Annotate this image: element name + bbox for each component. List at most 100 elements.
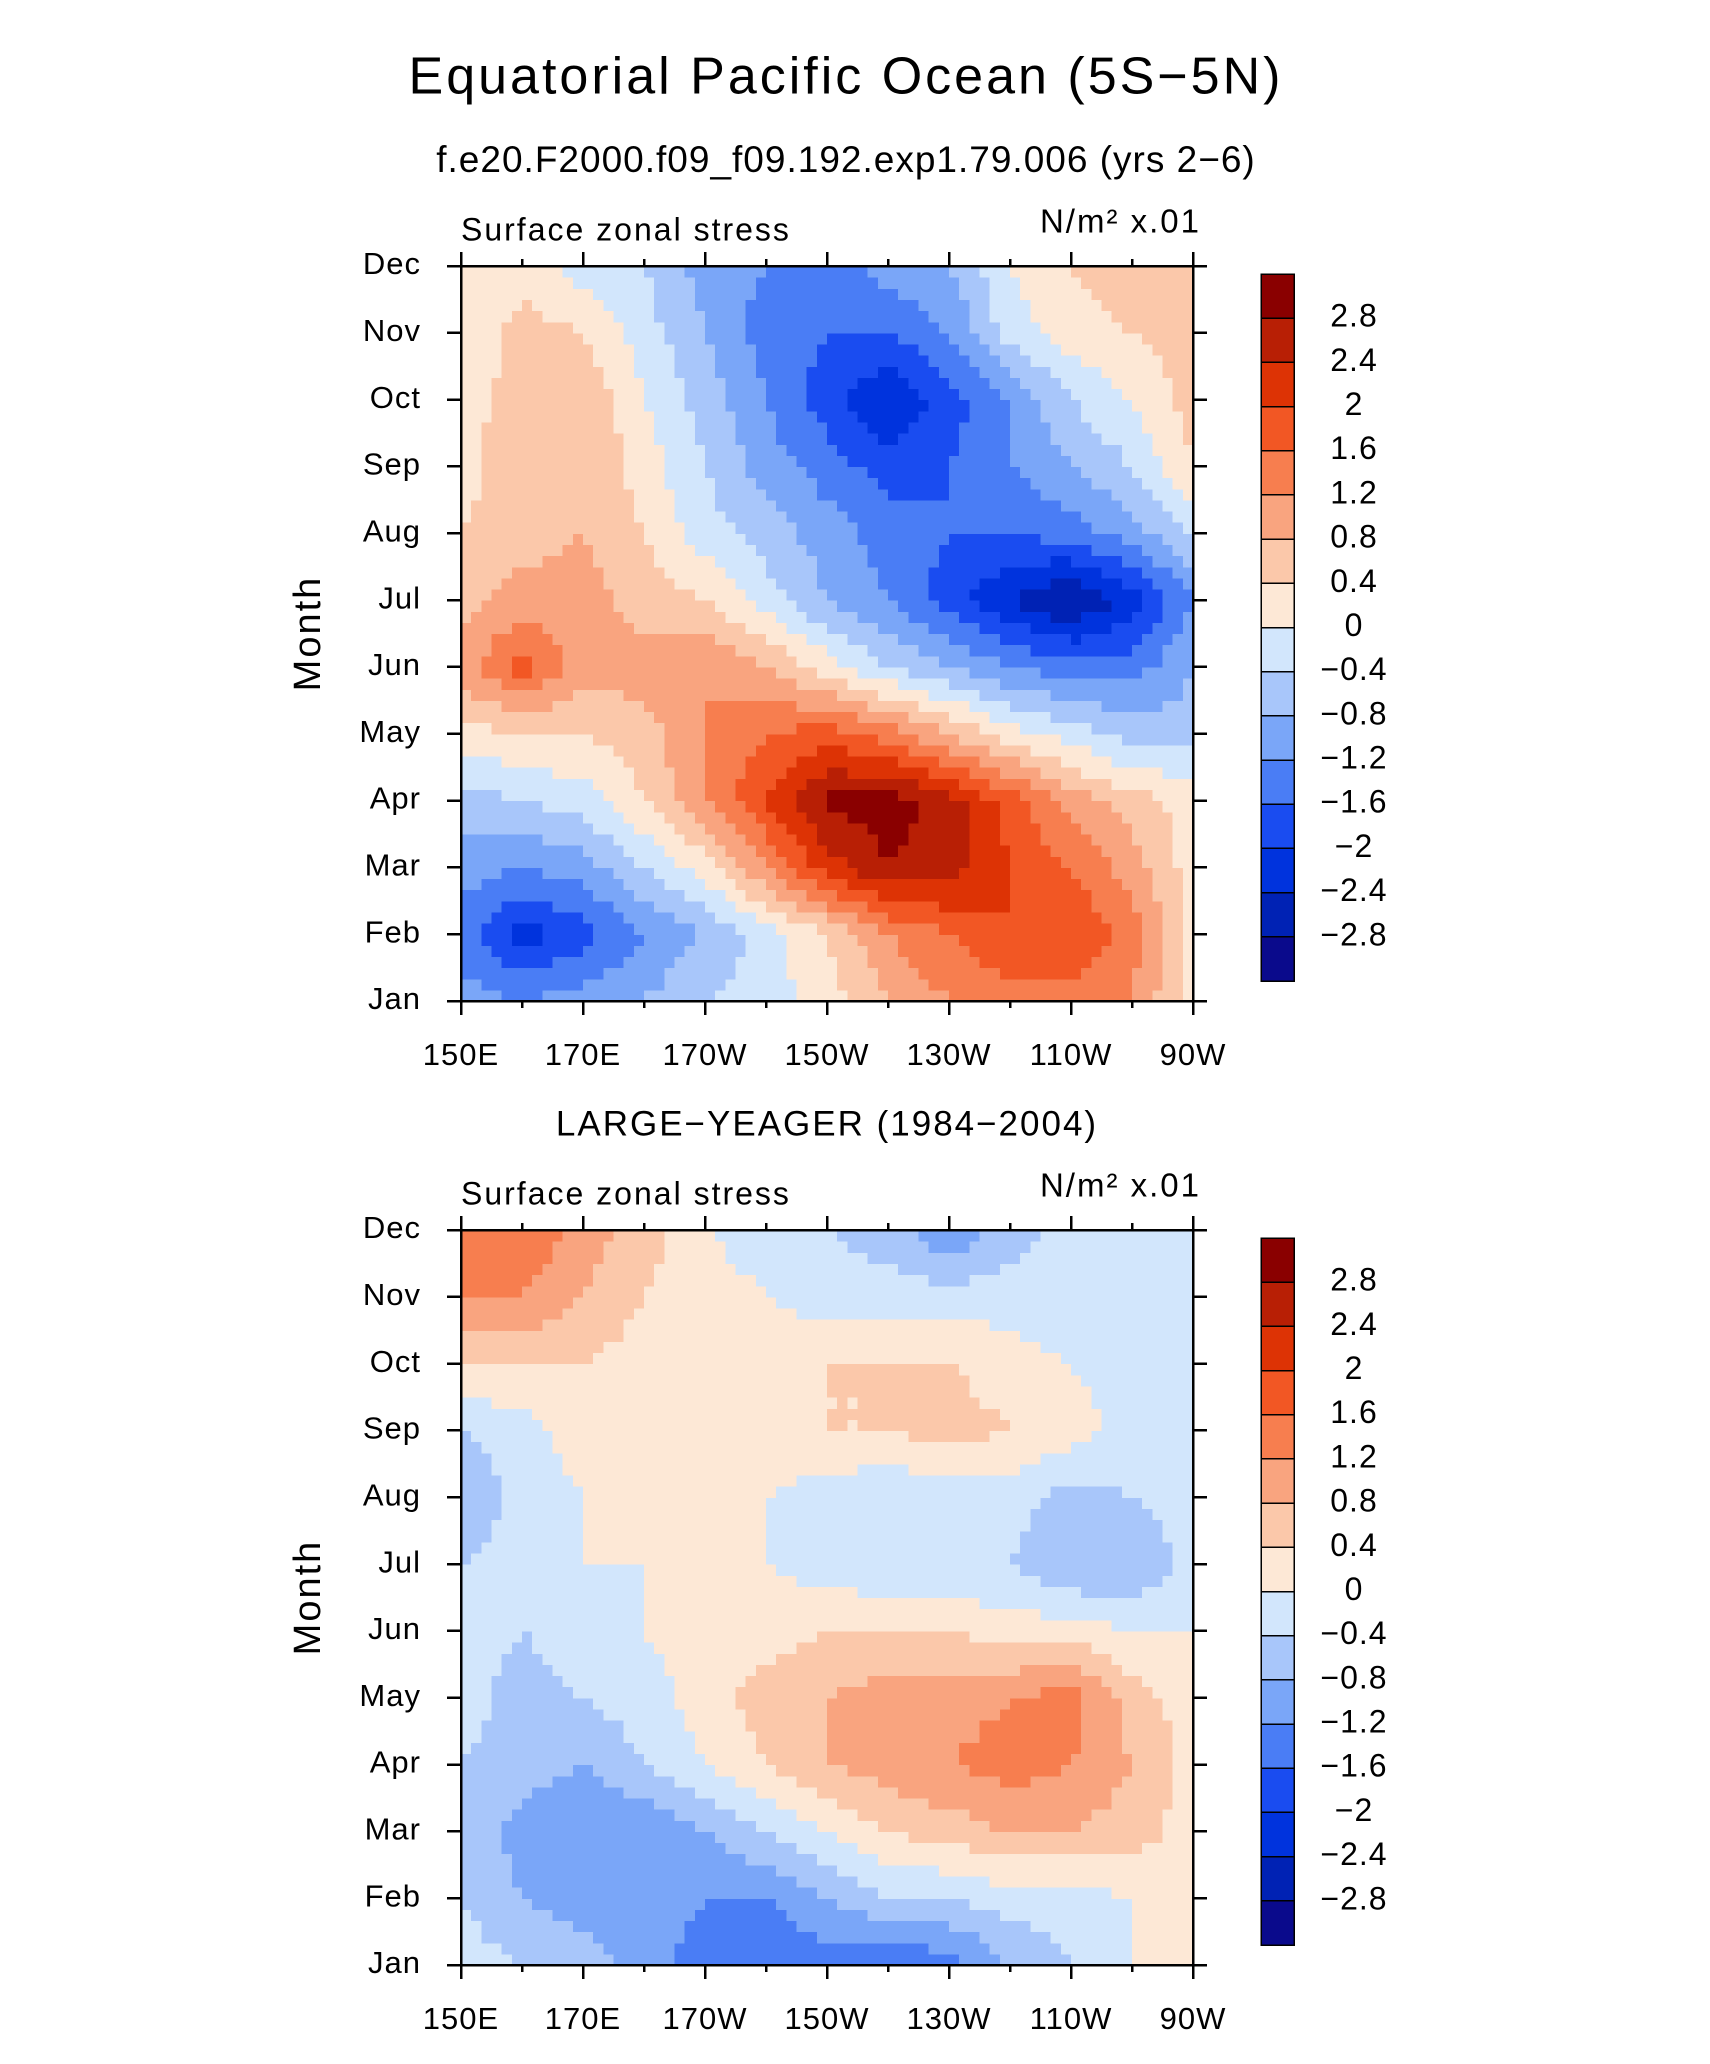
contour-cell <box>898 700 909 712</box>
contour-cell <box>583 689 594 701</box>
contour-cell <box>1041 344 1052 356</box>
contour-cell <box>695 389 706 401</box>
contour-cell <box>878 589 889 601</box>
contour-cell <box>837 801 848 813</box>
contour-cell <box>1132 322 1143 334</box>
contour-cell <box>878 533 889 545</box>
contour-cell <box>1122 355 1133 367</box>
contour-cell <box>1122 979 1133 991</box>
contour-cell <box>1142 801 1153 813</box>
contour-cell <box>614 778 625 790</box>
contour-cell <box>766 622 777 634</box>
contour-cell <box>1010 277 1021 289</box>
contour-cell <box>583 266 594 278</box>
contour-cell <box>898 489 909 501</box>
contour-cell <box>878 700 889 712</box>
contour-cell <box>1030 678 1041 690</box>
contour-cell <box>797 366 808 378</box>
contour-cell <box>624 834 635 846</box>
contour-cell <box>786 723 797 735</box>
contour-cell <box>675 945 686 957</box>
contour-cell <box>888 667 899 679</box>
contour-cell <box>888 556 899 568</box>
contour-cell <box>1051 968 1062 980</box>
contour-cell <box>492 366 503 378</box>
contour-cell <box>1142 956 1153 968</box>
contour-cell <box>532 400 543 412</box>
contour-cell <box>634 444 645 456</box>
contour-cell <box>1041 589 1052 601</box>
contour-cell <box>980 333 991 345</box>
contour-cell <box>573 901 584 913</box>
contour-cell <box>736 901 747 913</box>
contour-cell <box>969 355 980 367</box>
contour-cell <box>847 756 858 768</box>
contour-cell <box>512 745 523 757</box>
contour-cell <box>614 1920 625 1932</box>
contour-cell <box>1020 333 1031 345</box>
contour-cell <box>837 500 848 512</box>
contour-cell <box>644 778 655 790</box>
contour-cell <box>1061 834 1072 846</box>
contour-cell <box>1020 734 1031 746</box>
contour-cell <box>990 466 1001 478</box>
contour-cell <box>847 611 858 623</box>
contour-cell <box>634 344 645 356</box>
contour-cell <box>685 734 696 746</box>
contour-cell <box>532 611 543 623</box>
contour-cell <box>1051 277 1062 289</box>
contour-cell <box>705 700 716 712</box>
contour-cell <box>1041 277 1052 289</box>
contour-cell <box>644 678 655 690</box>
contour-cell <box>1102 756 1113 768</box>
contour-cell <box>685 311 696 323</box>
contour-cell <box>583 1943 594 1955</box>
contour-cell <box>939 745 950 757</box>
contour-cell <box>959 478 970 490</box>
contour-cell <box>1102 979 1113 991</box>
contour-cell <box>634 311 645 323</box>
contour-cell <box>502 812 513 824</box>
contour-cell <box>858 767 869 779</box>
contour-cell <box>919 711 930 723</box>
contour-cell <box>1142 344 1153 356</box>
contour-cell <box>878 711 889 723</box>
contour-cell <box>614 700 625 712</box>
contour-cell <box>695 723 706 735</box>
contour-cell <box>1102 389 1113 401</box>
contour-cell <box>563 288 574 300</box>
contour-cell <box>1152 645 1163 657</box>
contour-cell <box>654 489 665 501</box>
contour-cell <box>1132 689 1143 701</box>
contour-cell <box>1000 723 1011 735</box>
contour-cell <box>969 734 980 746</box>
contour-cell <box>624 767 635 779</box>
contour-cell <box>888 823 899 835</box>
colorbar-label: 0.4 <box>1330 563 1377 599</box>
contour-cell <box>654 901 665 913</box>
contour-cell <box>1163 756 1174 768</box>
contour-cell <box>654 277 665 289</box>
contour-cell <box>481 411 492 423</box>
contour-cell <box>827 589 838 601</box>
contour-cell <box>756 589 767 601</box>
contour-cell <box>929 734 940 746</box>
contour-cell <box>1020 778 1031 790</box>
contour-cell <box>898 455 909 467</box>
contour-cell <box>990 589 1001 601</box>
contour-cell <box>492 723 503 735</box>
contour-cell <box>522 856 533 868</box>
contour-cell <box>705 322 716 334</box>
contour-cell <box>878 311 889 323</box>
contour-cell <box>939 478 950 490</box>
contour-cell <box>980 299 991 311</box>
contour-cell <box>481 355 492 367</box>
contour-cell <box>746 277 757 289</box>
contour-cell <box>1030 711 1041 723</box>
contour-cell <box>736 322 747 334</box>
contour-cell <box>786 834 797 846</box>
contour-cell <box>1000 890 1011 902</box>
contour-cell <box>868 600 879 612</box>
contour-cell <box>522 366 533 378</box>
contour-cell <box>1163 890 1174 902</box>
